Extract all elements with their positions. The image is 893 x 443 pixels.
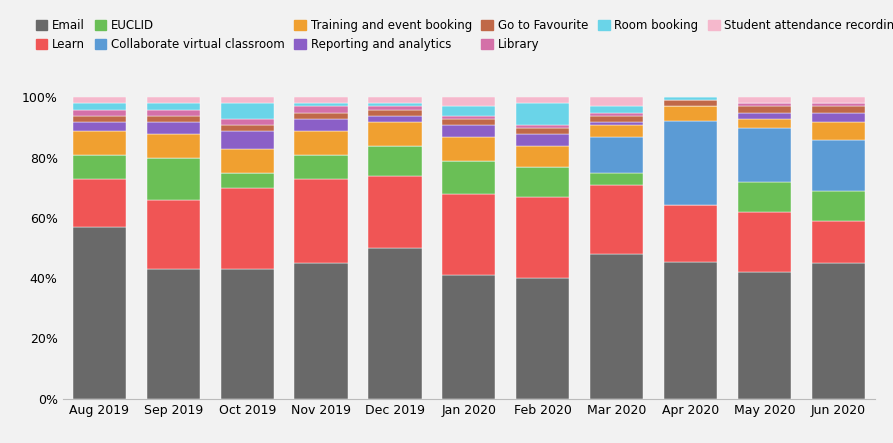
Bar bbox=[73, 109, 126, 116]
Bar bbox=[590, 173, 643, 185]
Bar bbox=[590, 136, 643, 173]
Bar bbox=[368, 176, 421, 248]
Bar bbox=[295, 97, 347, 104]
Bar bbox=[442, 97, 496, 106]
Bar bbox=[442, 275, 496, 399]
Bar bbox=[738, 97, 791, 104]
Bar bbox=[442, 161, 496, 194]
Bar bbox=[73, 104, 126, 109]
Bar bbox=[738, 128, 791, 182]
Bar bbox=[221, 149, 274, 173]
Bar bbox=[738, 119, 791, 128]
Bar bbox=[73, 179, 126, 227]
Bar bbox=[368, 106, 421, 109]
Bar bbox=[295, 263, 347, 399]
Bar bbox=[590, 113, 643, 116]
Bar bbox=[146, 97, 200, 104]
Bar bbox=[221, 97, 274, 104]
Bar bbox=[812, 221, 864, 263]
Bar bbox=[738, 182, 791, 212]
Bar bbox=[738, 106, 791, 113]
Bar bbox=[221, 119, 274, 124]
Bar bbox=[442, 136, 496, 161]
Bar bbox=[738, 272, 791, 399]
Bar bbox=[516, 278, 570, 399]
Bar bbox=[663, 205, 717, 261]
Bar bbox=[812, 106, 864, 113]
Bar bbox=[442, 116, 496, 119]
Bar bbox=[442, 194, 496, 275]
Bar bbox=[221, 269, 274, 399]
Bar bbox=[146, 121, 200, 134]
Bar bbox=[146, 109, 200, 116]
Bar bbox=[73, 97, 126, 104]
Bar bbox=[516, 146, 570, 167]
Bar bbox=[73, 155, 126, 179]
Bar bbox=[516, 128, 570, 134]
Bar bbox=[516, 167, 570, 197]
Bar bbox=[295, 179, 347, 263]
Bar bbox=[295, 113, 347, 119]
Bar bbox=[516, 197, 570, 278]
Bar bbox=[812, 263, 864, 399]
Bar bbox=[295, 104, 347, 106]
Bar bbox=[812, 104, 864, 106]
Bar bbox=[663, 101, 717, 106]
Bar bbox=[73, 116, 126, 121]
Bar bbox=[590, 124, 643, 136]
Bar bbox=[516, 134, 570, 146]
Bar bbox=[738, 113, 791, 119]
Bar bbox=[146, 269, 200, 399]
Bar bbox=[295, 131, 347, 155]
Bar bbox=[663, 106, 717, 121]
Bar bbox=[73, 227, 126, 399]
Bar bbox=[368, 121, 421, 146]
Bar bbox=[812, 121, 864, 140]
Bar bbox=[590, 97, 643, 106]
Bar bbox=[368, 146, 421, 176]
Bar bbox=[221, 124, 274, 131]
Bar bbox=[812, 140, 864, 191]
Bar bbox=[368, 116, 421, 121]
Legend: Email, Learn, EUCLID, Collaborate virtual classroom, Training and event booking,: Email, Learn, EUCLID, Collaborate virtua… bbox=[36, 19, 893, 51]
Bar bbox=[368, 109, 421, 116]
Bar bbox=[738, 212, 791, 272]
Bar bbox=[146, 104, 200, 109]
Bar bbox=[590, 254, 643, 399]
Bar bbox=[295, 119, 347, 131]
Bar bbox=[590, 116, 643, 121]
Bar bbox=[221, 173, 274, 188]
Bar bbox=[442, 119, 496, 124]
Bar bbox=[368, 104, 421, 106]
Bar bbox=[663, 97, 717, 101]
Bar bbox=[590, 121, 643, 124]
Bar bbox=[812, 191, 864, 221]
Bar bbox=[146, 200, 200, 269]
Bar bbox=[738, 104, 791, 106]
Bar bbox=[368, 97, 421, 104]
Bar bbox=[442, 106, 496, 116]
Bar bbox=[812, 97, 864, 104]
Bar bbox=[516, 104, 570, 124]
Bar bbox=[73, 131, 126, 155]
Bar bbox=[146, 134, 200, 158]
Bar bbox=[146, 116, 200, 121]
Bar bbox=[73, 121, 126, 131]
Bar bbox=[812, 113, 864, 121]
Bar bbox=[663, 121, 717, 205]
Bar bbox=[221, 131, 274, 149]
Bar bbox=[516, 124, 570, 128]
Bar bbox=[295, 106, 347, 113]
Bar bbox=[368, 248, 421, 399]
Bar bbox=[295, 155, 347, 179]
Bar bbox=[663, 261, 717, 399]
Bar bbox=[516, 97, 570, 104]
Bar bbox=[221, 188, 274, 269]
Bar bbox=[221, 104, 274, 119]
Bar bbox=[442, 124, 496, 136]
Bar bbox=[590, 106, 643, 113]
Bar bbox=[590, 185, 643, 254]
Bar bbox=[146, 158, 200, 200]
